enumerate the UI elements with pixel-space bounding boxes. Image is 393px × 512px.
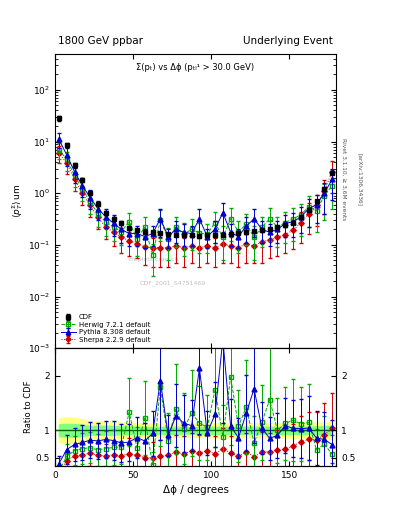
X-axis label: Δϕ / degrees: Δϕ / degrees <box>163 485 228 495</box>
Text: 1800 GeV ppbar: 1800 GeV ppbar <box>58 36 143 47</box>
Text: Σ(pₜ) vs Δϕ (pₜₗ¹ > 30.0 GeV): Σ(pₜ) vs Δϕ (pₜₗ¹ > 30.0 GeV) <box>136 62 255 72</box>
Text: [arXiv:1306.3436]: [arXiv:1306.3436] <box>358 153 363 206</box>
Text: mcplots.cern.ch: mcplots.cern.ch <box>128 258 178 262</box>
Text: Rivet 3.1.10, ≥ 3.6M events: Rivet 3.1.10, ≥ 3.6M events <box>341 138 346 220</box>
Text: CDF_2001_S4751469: CDF_2001_S4751469 <box>140 281 206 286</box>
Y-axis label: Ratio to CDF: Ratio to CDF <box>24 381 33 433</box>
Legend: CDF, Herwig 7.2.1 default, Pythia 8.308 default, Sherpa 2.2.9 default: CDF, Herwig 7.2.1 default, Pythia 8.308 … <box>59 312 152 345</box>
Text: Underlying Event: Underlying Event <box>243 36 333 47</box>
Y-axis label: $\langle p_T^\Sigma\rangle\,\mathrm{um}$: $\langle p_T^\Sigma\rangle\,\mathrm{um}$ <box>10 184 25 218</box>
